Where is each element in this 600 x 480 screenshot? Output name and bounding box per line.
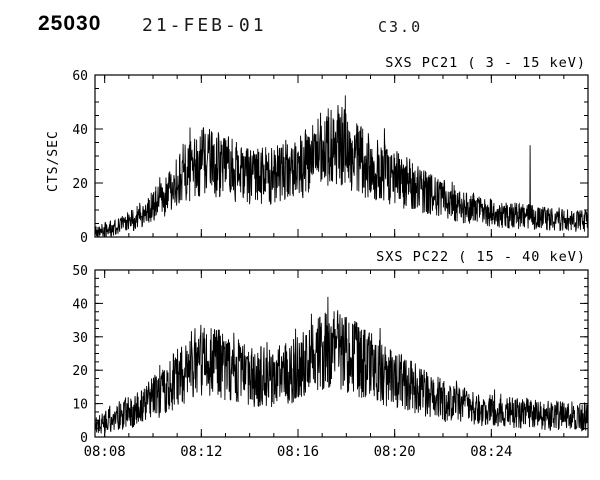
svg-text:08:08: 08:08 [84,444,126,460]
flare-number: 25030 [38,12,102,35]
svg-text:20: 20 [72,177,88,192]
panel-title-pc21: SXS PC21 ( 3 - 15 keV) [385,55,586,71]
svg-text:30: 30 [72,331,88,346]
panel-title-pc22: SXS PC22 ( 15 - 40 keV) [376,249,586,265]
svg-text:10: 10 [72,398,88,413]
svg-text:08:24: 08:24 [470,444,512,460]
svg-text:08:12: 08:12 [180,444,222,460]
svg-text:20: 20 [72,364,88,379]
svg-text:40: 40 [72,297,88,312]
svg-text:0: 0 [80,431,88,446]
flare-date: 21-FEB-01 [142,15,267,36]
svg-text:08:20: 08:20 [374,444,416,460]
svg-text:60: 60 [72,69,88,84]
goes-class-label: C3.0 [378,18,423,36]
svg-text:0: 0 [80,231,88,246]
svg-text:50: 50 [72,264,88,279]
svg-text:40: 40 [72,123,88,138]
svg-text:08:16: 08:16 [277,444,319,460]
